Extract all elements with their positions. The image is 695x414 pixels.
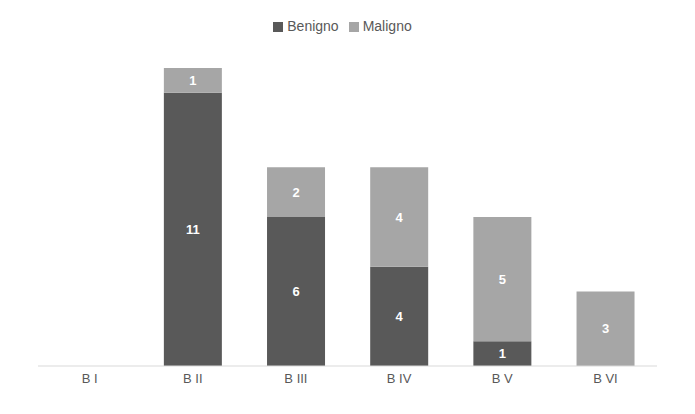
svg-text:B III: B III [284, 371, 307, 386]
svg-text:11: 11 [186, 222, 200, 237]
svg-text:B IV: B IV [387, 371, 412, 386]
svg-text:6: 6 [292, 284, 299, 299]
html-text:Benigno: Benigno [287, 18, 339, 34]
svg-text:4: 4 [396, 210, 404, 225]
svg-text:1: 1 [189, 73, 196, 88]
svg-text:3: 3 [602, 321, 609, 336]
svg-text:B I: B I [82, 371, 98, 386]
svg-text:4: 4 [396, 309, 404, 324]
svg-text:B V: B V [492, 371, 513, 386]
svg-text:B VI: B VI [593, 371, 618, 386]
svg-text:1: 1 [499, 346, 506, 361]
svg-text:B II: B II [183, 371, 203, 386]
svg-text:2: 2 [292, 185, 299, 200]
html-text:Maligno: Maligno [362, 18, 412, 34]
svg-text:5: 5 [499, 272, 506, 287]
